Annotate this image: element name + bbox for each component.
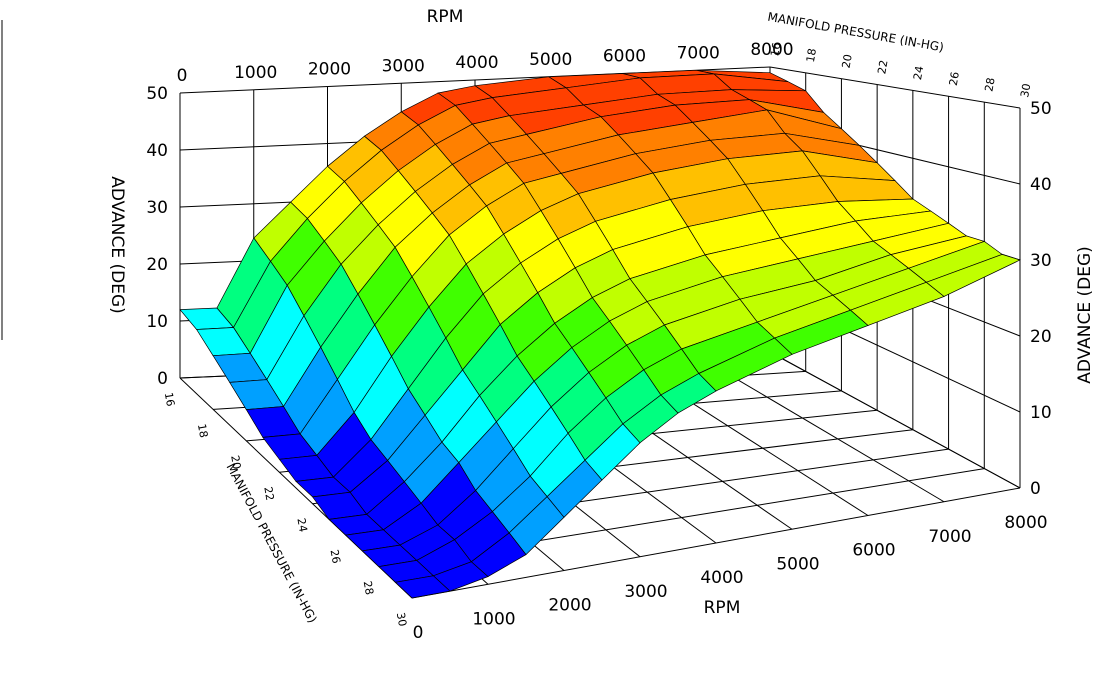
advance-left-tick-label: 50 <box>146 84 168 104</box>
advance-left-tick-label: 0 <box>157 369 168 389</box>
right-wall-gridline-advance <box>769 351 1021 489</box>
rpm-top-tick-label: 4000 <box>455 53 498 73</box>
rpm-bottom-tick-label: 1000 <box>472 609 515 629</box>
rpm-top-tick-label: 7000 <box>677 43 720 63</box>
surface-mesh <box>179 69 1021 599</box>
advance-left-tick-label: 20 <box>146 255 168 275</box>
advance-right-tick-label: 0 <box>1030 479 1041 499</box>
map-left-tick-label: 16 <box>162 391 177 407</box>
advance-left-title: ADVANCE (DEG) <box>107 176 127 314</box>
rpm-bottom-tick-label: 6000 <box>852 541 895 561</box>
rpm-bottom-tick-label: 3000 <box>624 582 667 602</box>
surface-cell <box>394 575 451 599</box>
rpm-top-tick-label: 0 <box>177 66 188 86</box>
map-left-tick-label: 30 <box>394 611 409 627</box>
axis-ticks: 0010001000200020003000300040004000500050… <box>146 40 1051 643</box>
map-left-tick-label: 22 <box>261 486 276 502</box>
map-left-tick-label: 26 <box>328 549 343 565</box>
rpm-top-tick-label: 8000 <box>750 40 793 60</box>
rpm-bottom-tick-label: 7000 <box>928 527 971 547</box>
map-top-tick-label: 30 <box>1018 82 1033 98</box>
map-left-tick-label: 24 <box>294 517 309 533</box>
rpm-top-tick-label: 1000 <box>234 63 277 83</box>
advance-right-tick-label: 30 <box>1030 251 1052 271</box>
map-top-tick-label: 20 <box>840 53 855 69</box>
right-wall-gridline-advance <box>769 66 1021 109</box>
rpm-top-title: RPM <box>427 7 464 27</box>
rpm-top-tick-label: 6000 <box>603 47 646 67</box>
floor-gridline-map <box>411 487 1021 599</box>
map-top-tick-label: 26 <box>947 71 962 87</box>
advance-right-tick-label: 40 <box>1030 175 1052 195</box>
advance-right-title: ADVANCE (DEG) <box>1075 246 1095 384</box>
rpm-top-tick-label: 3000 <box>382 56 425 76</box>
map-left-tick-label: 28 <box>361 580 376 596</box>
rpm-bottom-tick-label: 5000 <box>776 554 819 574</box>
map-left-tick-label: 20 <box>228 454 243 470</box>
map-top-tick-label: 22 <box>875 59 890 75</box>
map-left-tick-label: 18 <box>195 423 210 439</box>
map-top-tick-label: 16 <box>768 41 783 57</box>
rpm-bottom-tick-label: 0 <box>413 623 424 643</box>
map-top-tick-label: 18 <box>804 47 819 63</box>
advance-right-tick-label: 20 <box>1030 327 1052 347</box>
map-top-tick-label: 24 <box>911 65 926 81</box>
rpm-top-tick-label: 5000 <box>529 50 572 70</box>
rpm-bottom-tick-label: 8000 <box>1004 513 1047 533</box>
advance-left-tick-label: 30 <box>146 198 168 218</box>
advance-right-tick-label: 10 <box>1030 403 1052 423</box>
advance-left-tick-label: 10 <box>146 312 168 332</box>
rpm-top-tick-label: 2000 <box>308 60 351 80</box>
rpm-bottom-tick-label: 4000 <box>700 568 743 588</box>
map-top-tick-label: 28 <box>982 77 997 93</box>
rpm-bottom-tick-label: 2000 <box>548 596 591 616</box>
advance-right-tick-label: 50 <box>1030 99 1052 119</box>
advance-left-tick-label: 40 <box>146 141 168 161</box>
rpm-bottom-title: RPM <box>704 598 741 618</box>
